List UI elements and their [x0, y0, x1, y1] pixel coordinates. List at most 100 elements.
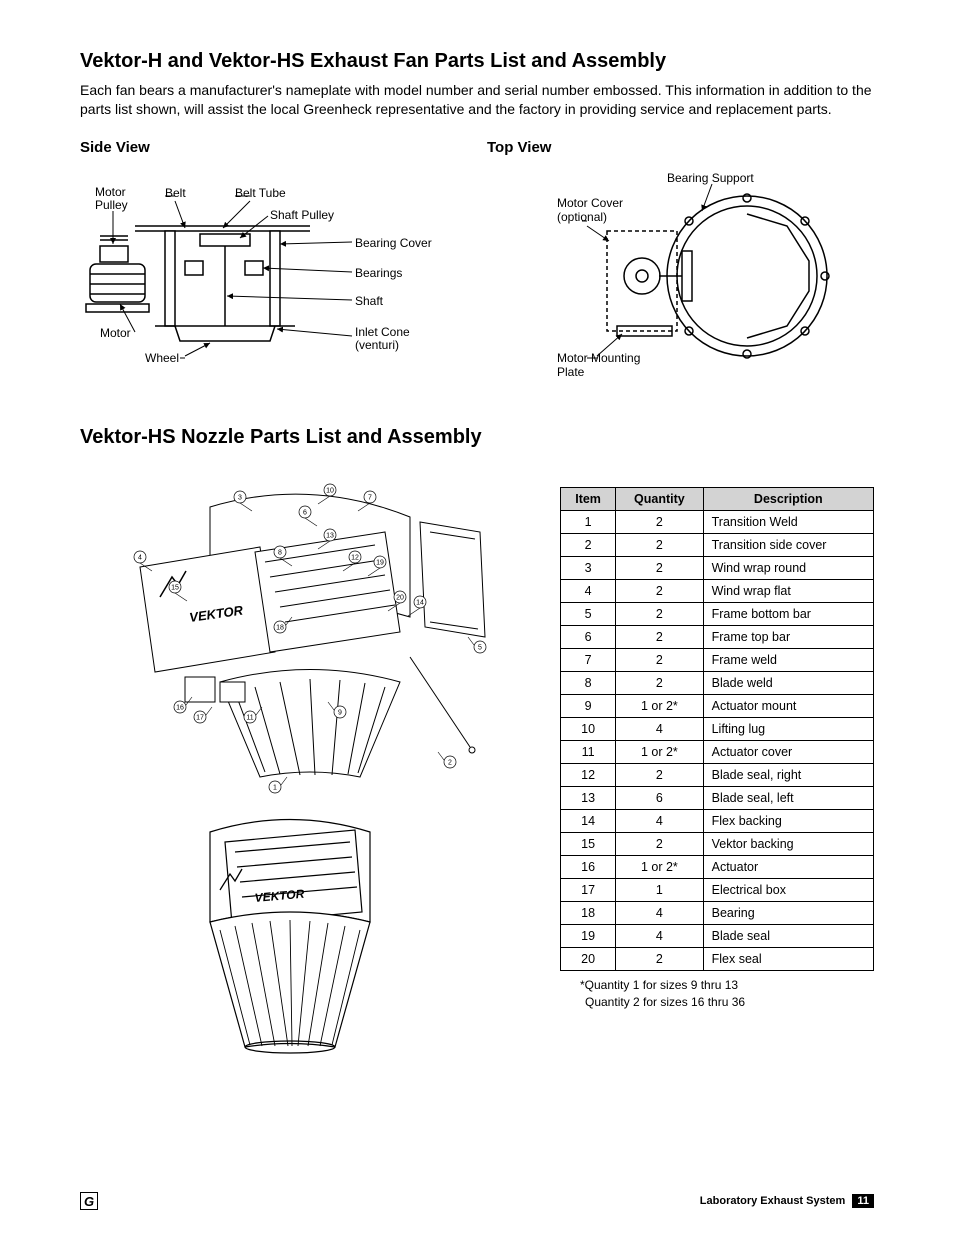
- cell-quantity: 4: [616, 717, 703, 740]
- side-view-title: Side View: [80, 139, 467, 156]
- side-view-column: Side View Motor Pulley Belt Belt Tube Sh…: [80, 139, 467, 376]
- table-header-row: Item Quantity Description: [561, 487, 874, 510]
- col-description: Description: [703, 487, 873, 510]
- cell-description: Blade weld: [703, 671, 873, 694]
- exploded-view-svg: VEKTOR: [80, 457, 540, 797]
- cell-description: Actuator cover: [703, 740, 873, 763]
- views-row: Side View Motor Pulley Belt Belt Tube Sh…: [80, 139, 874, 376]
- col-item: Item: [561, 487, 616, 510]
- document-page: Vektor-H and Vektor-HS Exhaust Fan Parts…: [0, 0, 954, 1235]
- cell-quantity: 1 or 2*: [616, 694, 703, 717]
- table-row: 152Vektor backing: [561, 832, 874, 855]
- table-row: 72Frame weld: [561, 648, 874, 671]
- cell-description: Electrical box: [703, 878, 873, 901]
- cell-quantity: 4: [616, 901, 703, 924]
- footnote-line2: Quantity 2 for sizes 16 thru 36: [580, 994, 874, 1011]
- svg-text:18: 18: [276, 624, 284, 631]
- cell-item: 8: [561, 671, 616, 694]
- table-row: 32Wind wrap round: [561, 556, 874, 579]
- table-row: 52Frame bottom bar: [561, 602, 874, 625]
- cell-quantity: 2: [616, 947, 703, 970]
- table-row: 122Blade seal, right: [561, 763, 874, 786]
- cell-quantity: 6: [616, 786, 703, 809]
- footer-right: Laboratory Exhaust System 11: [700, 1194, 874, 1208]
- assembled-view-svg: VEKTOR: [140, 802, 440, 1072]
- cell-item: 17: [561, 878, 616, 901]
- cell-item: 18: [561, 901, 616, 924]
- cell-description: Blade seal: [703, 924, 873, 947]
- cell-quantity: 2: [616, 832, 703, 855]
- table-row: 42Wind wrap flat: [561, 579, 874, 602]
- cell-item: 13: [561, 786, 616, 809]
- cell-quantity: 1 or 2*: [616, 855, 703, 878]
- svg-text:12: 12: [351, 554, 359, 561]
- cell-item: 9: [561, 694, 616, 717]
- cell-description: Vektor backing: [703, 832, 873, 855]
- cell-description: Frame weld: [703, 648, 873, 671]
- cell-item: 7: [561, 648, 616, 671]
- cell-quantity: 4: [616, 809, 703, 832]
- cell-item: 5: [561, 602, 616, 625]
- cell-description: Blade seal, left: [703, 786, 873, 809]
- table-row: 104Lifting lug: [561, 717, 874, 740]
- cell-quantity: 2: [616, 579, 703, 602]
- brand-logo-icon: G: [80, 1192, 98, 1210]
- top-view-column: Top View Bearing Support Motor Cover (op…: [487, 139, 874, 376]
- cell-description: Wind wrap round: [703, 556, 873, 579]
- cell-quantity: 1 or 2*: [616, 740, 703, 763]
- cell-item: 2: [561, 533, 616, 556]
- svg-text:19: 19: [376, 559, 384, 566]
- table-row: 194Blade seal: [561, 924, 874, 947]
- svg-text:17: 17: [196, 714, 204, 721]
- cell-quantity: 2: [616, 671, 703, 694]
- svg-text:7: 7: [368, 494, 372, 501]
- svg-text:15: 15: [171, 584, 179, 591]
- cell-description: Frame bottom bar: [703, 602, 873, 625]
- cell-description: Transition side cover: [703, 533, 873, 556]
- cell-quantity: 2: [616, 625, 703, 648]
- cell-item: 1: [561, 510, 616, 533]
- svg-text:3: 3: [238, 494, 242, 501]
- cell-item: 10: [561, 717, 616, 740]
- cell-item: 11: [561, 740, 616, 763]
- svg-text:8: 8: [278, 549, 282, 556]
- cell-quantity: 2: [616, 533, 703, 556]
- svg-text:14: 14: [416, 599, 424, 606]
- cell-quantity: 2: [616, 510, 703, 533]
- section1-intro: Each fan bears a manufacturer's nameplat…: [80, 81, 874, 119]
- top-view-svg: [487, 166, 867, 376]
- cell-quantity: 1: [616, 878, 703, 901]
- nozzle-row: VEKTOR: [80, 457, 874, 1077]
- table-row: 171Electrical box: [561, 878, 874, 901]
- svg-text:9: 9: [338, 709, 342, 716]
- cell-item: 3: [561, 556, 616, 579]
- label-motor-mounting-plate: Motor Mounting Plate: [557, 351, 657, 380]
- svg-text:16: 16: [176, 704, 184, 711]
- table-row: 62Frame top bar: [561, 625, 874, 648]
- svg-text:20: 20: [396, 594, 404, 601]
- table-row: 111 or 2*Actuator cover: [561, 740, 874, 763]
- col-quantity: Quantity: [616, 487, 703, 510]
- footer-doc-title: Laboratory Exhaust System: [700, 1195, 846, 1207]
- cell-description: Flex seal: [703, 947, 873, 970]
- cell-description: Transition Weld: [703, 510, 873, 533]
- svg-text:11: 11: [246, 714, 253, 721]
- cell-description: Actuator: [703, 855, 873, 878]
- svg-text:5: 5: [478, 644, 482, 651]
- page-number: 11: [852, 1194, 874, 1208]
- cell-quantity: 2: [616, 648, 703, 671]
- table-row: 91 or 2*Actuator mount: [561, 694, 874, 717]
- side-view-diagram: Motor Pulley Belt Belt Tube Shaft Pulley…: [80, 166, 467, 376]
- cell-description: Blade seal, right: [703, 763, 873, 786]
- table-row: 184Bearing: [561, 901, 874, 924]
- label-motor-cover: Motor Cover (optional): [557, 196, 637, 225]
- cell-quantity: 4: [616, 924, 703, 947]
- svg-text:10: 10: [326, 487, 334, 494]
- table-row: 82Blade weld: [561, 671, 874, 694]
- parts-table-wrap: Item Quantity Description 12Transition W…: [560, 457, 874, 1011]
- cell-quantity: 2: [616, 602, 703, 625]
- label-bearing-support: Bearing Support: [667, 171, 754, 185]
- nozzle-diagrams: VEKTOR: [80, 457, 540, 1077]
- cell-item: 15: [561, 832, 616, 855]
- table-row: 22Transition side cover: [561, 533, 874, 556]
